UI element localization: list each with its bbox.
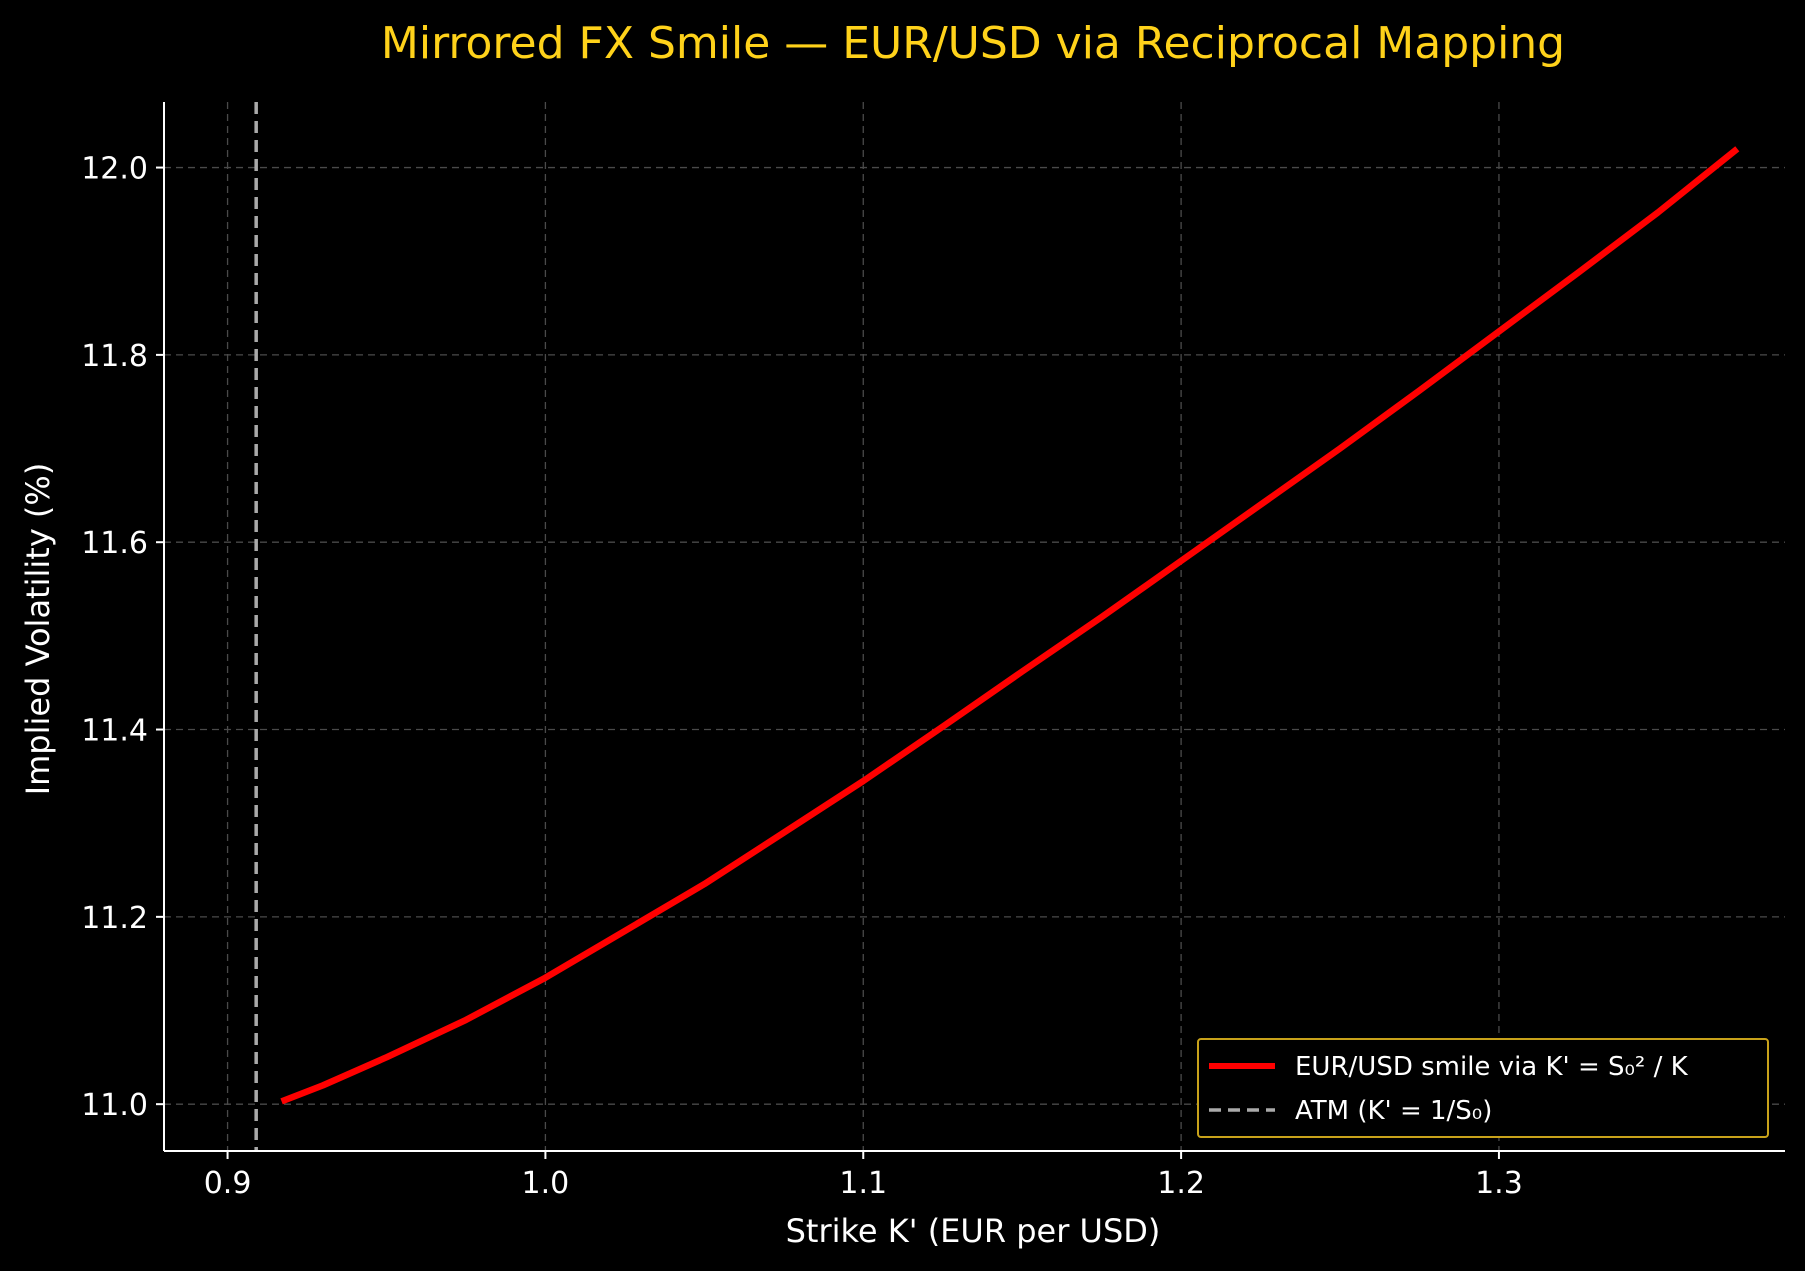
y-tick-label: 11.0 [81, 1088, 148, 1123]
series-layer [254, 102, 1740, 1151]
legend: EUR/USD smile via K' = S₀² / K ATM (K' =… [1197, 1038, 1769, 1138]
y-tick-label: 11.2 [81, 901, 148, 936]
y-tick-label: 11.4 [81, 714, 148, 749]
y-tick-label: 11.8 [81, 339, 148, 374]
chart-title: Mirrored FX Smile — EUR/USD via Reciproc… [381, 18, 1565, 69]
x-tick-label: 1.1 [839, 1166, 887, 1201]
x-tick-label: 1.3 [1475, 1166, 1523, 1201]
x-tick-label: 1.2 [1157, 1166, 1205, 1201]
y-axis-label: Implied Volatility (%) [19, 463, 57, 796]
legend-box [1197, 1038, 1769, 1138]
y-tick-label: 12.0 [81, 152, 148, 187]
x-axis-label: Strike K' (EUR per USD) [786, 1212, 1161, 1250]
legend-label-smile: EUR/USD smile via K' = S₀² / K [1295, 1052, 1689, 1082]
x-tick-label: 1.0 [522, 1166, 570, 1201]
axes-layer: 0.9 1.0 1.1 1.2 1.3 11.0 11.2 11.4 11.6 11.8 12.0 [81, 102, 1785, 1201]
y-tick-label: 11.6 [81, 526, 148, 561]
smile-series-line [280, 146, 1740, 1105]
legend-label-atm: ATM (K' = 1/S₀) [1295, 1096, 1492, 1126]
x-tick-label: 0.9 [204, 1166, 252, 1201]
